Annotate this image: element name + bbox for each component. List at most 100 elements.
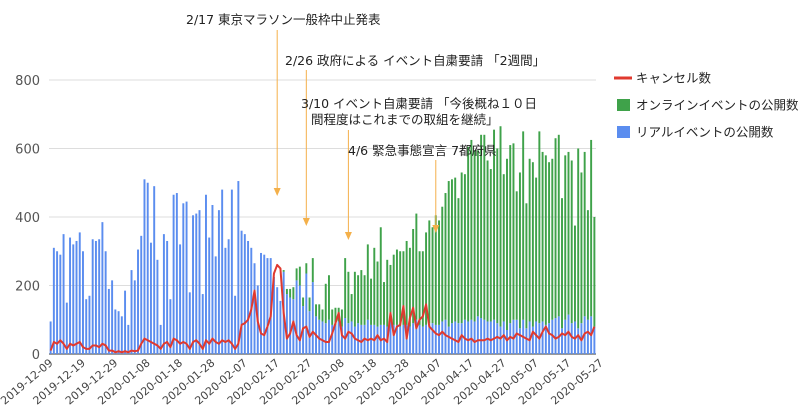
bar-real <box>276 287 279 354</box>
bar-online <box>340 309 343 327</box>
bar-real <box>234 295 237 354</box>
bar-real <box>447 326 450 354</box>
bar-online <box>389 264 392 320</box>
bar-real <box>205 194 207 354</box>
bar-real <box>98 239 101 354</box>
bar-real <box>182 203 185 354</box>
bar-real <box>376 326 379 354</box>
bar-real <box>531 326 534 354</box>
bar-online <box>580 172 583 324</box>
bar-real <box>49 321 52 354</box>
bar-real <box>577 328 580 354</box>
bar-real <box>289 297 292 354</box>
bar-real <box>263 254 266 354</box>
bar-online <box>502 174 505 322</box>
cancel-series-line <box>49 263 596 354</box>
bar-real <box>353 326 356 354</box>
bar-real <box>153 186 156 354</box>
bar-real <box>525 328 528 354</box>
bar-real <box>392 324 395 354</box>
bar-real <box>544 324 547 354</box>
cancel-line <box>49 263 596 354</box>
bar-online <box>570 160 573 324</box>
annotation-text: 2/26 政府による イベント自粛要請 「2週間」 <box>285 53 545 68</box>
bar-online <box>525 203 528 329</box>
bar-real <box>230 189 233 354</box>
bar-real <box>243 234 246 355</box>
bar-real <box>59 254 62 354</box>
bar-online <box>489 169 492 322</box>
bar-online <box>467 146 470 322</box>
bar-online <box>285 288 288 295</box>
bar-online <box>470 139 473 320</box>
legend-label: キャンセル数 <box>636 71 712 86</box>
bar-real <box>308 311 311 354</box>
bar-online <box>318 304 321 320</box>
bar-online <box>289 288 292 298</box>
bar-real <box>295 280 298 354</box>
bar-real <box>460 323 463 354</box>
bar-real <box>535 321 538 354</box>
bar-real <box>91 239 94 354</box>
bar-online <box>386 259 389 327</box>
bar-real <box>192 215 194 354</box>
bar-real <box>298 285 301 354</box>
bar-online <box>379 227 382 325</box>
bar-online <box>454 177 457 322</box>
bar-real <box>279 300 282 354</box>
annotation-arrow-head <box>302 218 310 226</box>
annotation-arrow-head <box>344 232 352 240</box>
bar-real <box>62 234 65 355</box>
legend-label: リアルイベントの公開数 <box>636 125 774 140</box>
bar-online <box>480 134 483 319</box>
bar-online <box>515 191 518 320</box>
bar-real <box>444 319 447 354</box>
bar-real <box>140 235 143 354</box>
bar-online <box>331 309 334 325</box>
bar-real <box>166 240 169 354</box>
bar-real <box>467 321 470 354</box>
bar-online <box>593 217 596 327</box>
bar-online <box>360 270 363 325</box>
bar-real <box>124 290 127 354</box>
legend-swatch-box <box>617 99 630 111</box>
bar-real <box>130 270 133 354</box>
annotation-arrow-head <box>273 188 281 196</box>
bar-real <box>188 292 191 354</box>
bar-real <box>321 321 324 354</box>
bar-online <box>295 268 298 281</box>
bar-real <box>334 324 337 354</box>
bar-real <box>56 251 59 354</box>
bar-real <box>272 276 275 354</box>
bar-real <box>402 324 405 354</box>
grid-lines <box>49 79 596 355</box>
bar-online <box>373 247 376 325</box>
bar-online <box>425 232 428 325</box>
bar-real <box>350 321 353 354</box>
bar-online <box>431 227 434 324</box>
bar-real <box>509 323 512 354</box>
bar-real <box>240 230 243 354</box>
bar-real <box>570 323 573 354</box>
bar-real <box>428 323 431 354</box>
bar-real <box>408 326 411 354</box>
bar-real <box>78 232 81 354</box>
bar-online <box>282 270 285 272</box>
bar-online <box>353 271 356 327</box>
bar-online <box>548 162 551 324</box>
bar-real <box>137 249 139 354</box>
bar-real <box>357 323 360 354</box>
bar-online <box>434 215 437 325</box>
bar-real <box>266 258 269 354</box>
bar-online <box>350 294 353 322</box>
y-tick-label: 400 <box>15 211 40 226</box>
bar-online <box>347 271 350 324</box>
bar-real <box>541 321 544 354</box>
bar-online <box>292 287 295 300</box>
bar-real <box>347 323 350 354</box>
bar-real <box>85 299 88 354</box>
bar-real <box>172 194 175 354</box>
bar-real <box>101 222 104 354</box>
bar-real <box>493 319 496 354</box>
